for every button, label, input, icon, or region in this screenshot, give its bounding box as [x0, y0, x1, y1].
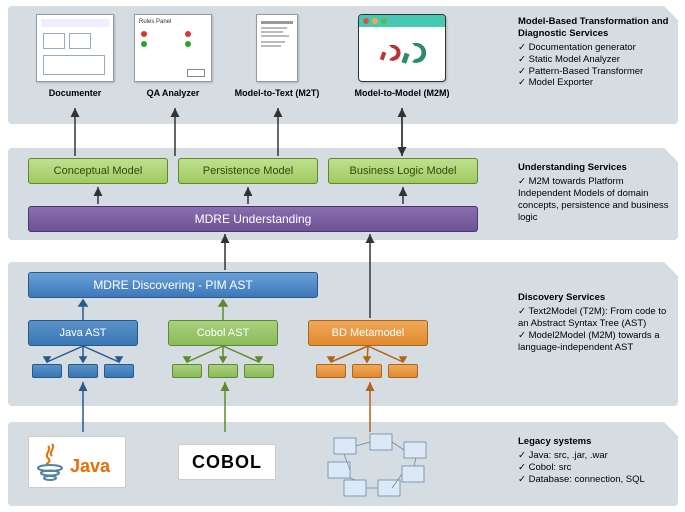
cobol-text: COBOL — [192, 452, 262, 473]
layer1-item: Model Exporter — [518, 77, 673, 89]
qa-analyzer-label: QA Analyzer — [126, 88, 220, 98]
bd-metamodel: BD Metamodel — [308, 320, 428, 346]
cobol-leaf — [244, 364, 274, 378]
qa-analyzer-thumb: Rules Panel — [134, 14, 212, 82]
layer1-title: Model-Based Transformation and Diagnosti… — [518, 16, 673, 40]
java-logo: Java — [28, 436, 126, 488]
bd-leaf — [316, 364, 346, 378]
layer2-sidebar: Understanding Services M2M towards Platf… — [518, 162, 673, 223]
layer-discovery: MDRE Discovering - PIM AST Java AST Cobo… — [8, 262, 678, 406]
layer2-item: M2M towards Platform Independent Models … — [518, 176, 673, 224]
layer4-sidebar: Legacy systems Java: src, .jar, .war Cob… — [518, 436, 673, 486]
layer1-item: Static Model Analyzer — [518, 54, 673, 66]
m2t-thumb — [256, 14, 298, 82]
layer2-title: Understanding Services — [518, 162, 673, 174]
business-logic-model: Business Logic Model — [328, 158, 478, 184]
m2m-label: Model-to-Model (M2M) — [340, 88, 464, 98]
layer3-sidebar: Discovery Services Text2Model (T2M): Fro… — [518, 292, 673, 353]
db-diagram — [324, 432, 434, 498]
java-ast: Java AST — [28, 320, 138, 346]
mdre-discovering: MDRE Discovering - PIM AST — [28, 272, 318, 298]
svg-text:Java: Java — [70, 456, 111, 476]
java-leaf — [68, 364, 98, 378]
cobol-ast: Cobol AST — [168, 320, 278, 346]
bd-leaf — [388, 364, 418, 378]
layer-legacy: Java COBOL Legacy systems Java: src, .ja… — [8, 422, 678, 506]
layer4-item: Java: src, .jar, .war — [518, 450, 673, 462]
layer3-item: Text2Model (T2M): From code to an Abstra… — [518, 306, 673, 330]
layer1-item: Pattern-Based Transformer — [518, 66, 673, 78]
bd-leaf — [352, 364, 382, 378]
documenter-label: Documenter — [28, 88, 122, 98]
conceptual-model: Conceptual Model — [28, 158, 168, 184]
layer-transformation: Documenter Rules Panel QA Analyzer Model… — [8, 6, 678, 124]
cobol-leaf — [172, 364, 202, 378]
cobol-leaf — [208, 364, 238, 378]
layer4-title: Legacy systems — [518, 436, 673, 448]
layer4-item: Database: connection, SQL — [518, 474, 673, 486]
layer3-item: Model2Model (M2M) towards a language-ind… — [518, 330, 673, 354]
m2m-thumb — [358, 14, 446, 82]
layer3-title: Discovery Services — [518, 292, 673, 304]
java-leaf — [32, 364, 62, 378]
mdre-understanding: MDRE Understanding — [28, 206, 478, 232]
java-leaf — [104, 364, 134, 378]
m2t-label: Model-to-Text (M2T) — [222, 88, 332, 98]
cobol-logo: COBOL — [178, 444, 276, 480]
layer1-sidebar: Model-Based Transformation and Diagnosti… — [518, 16, 673, 89]
layer4-item: Cobol: src — [518, 462, 673, 474]
layer-understanding: Conceptual Model Persistence Model Busin… — [8, 148, 678, 240]
layer1-item: Documentation generator — [518, 42, 673, 54]
documenter-thumb — [36, 14, 114, 82]
persistence-model: Persistence Model — [178, 158, 318, 184]
